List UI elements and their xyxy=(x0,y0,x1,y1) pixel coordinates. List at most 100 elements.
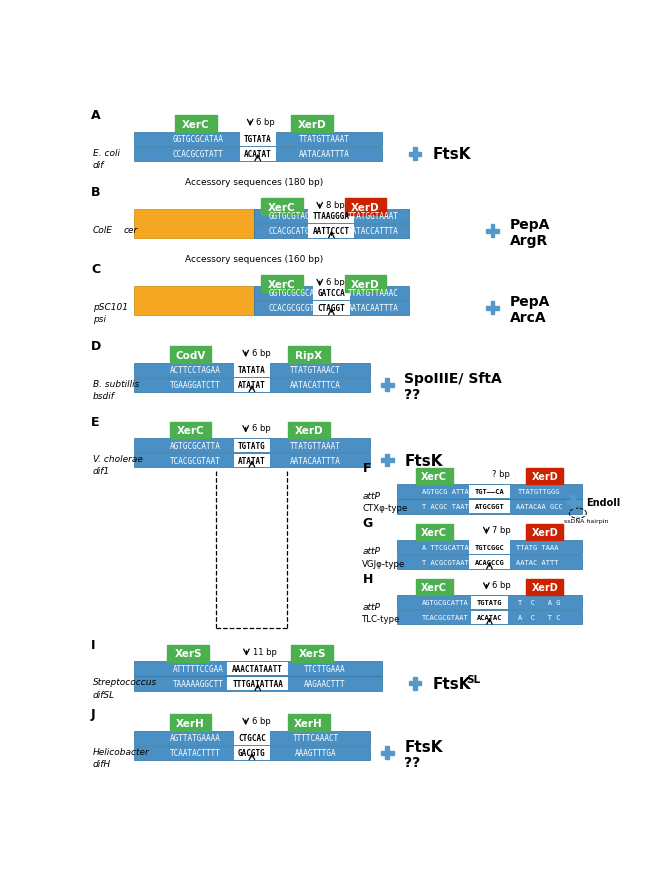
Text: TGTATG: TGTATG xyxy=(238,441,266,450)
Text: XerH: XerH xyxy=(176,718,205,728)
FancyBboxPatch shape xyxy=(239,133,276,146)
Text: XerC: XerC xyxy=(177,425,204,436)
FancyBboxPatch shape xyxy=(486,230,499,233)
FancyBboxPatch shape xyxy=(291,645,334,662)
Text: TGTATG: TGTATG xyxy=(477,600,502,606)
Text: 6 bp: 6 bp xyxy=(492,581,510,589)
Text: XerC: XerC xyxy=(268,203,295,212)
Text: FtsK: FtsK xyxy=(404,453,443,468)
FancyBboxPatch shape xyxy=(491,225,494,238)
FancyBboxPatch shape xyxy=(413,148,417,160)
Text: TATATA: TATATA xyxy=(238,366,266,374)
Text: PepA: PepA xyxy=(510,296,550,309)
Text: GATCCA: GATCCA xyxy=(317,289,346,298)
Text: C: C xyxy=(91,263,100,276)
Text: TTATGGTAAAT: TTATGGTAAAT xyxy=(348,212,399,221)
FancyBboxPatch shape xyxy=(313,287,350,300)
Text: ??: ?? xyxy=(404,388,420,402)
Text: TGTATA: TGTATA xyxy=(244,135,271,144)
Text: dif: dif xyxy=(93,160,104,170)
Text: TGT——CA: TGT——CA xyxy=(475,488,504,495)
Text: TTTTCAAACT: TTTTCAAACT xyxy=(293,733,339,743)
FancyBboxPatch shape xyxy=(398,610,582,624)
FancyBboxPatch shape xyxy=(381,459,394,462)
Text: TTAAGGGA: TTAAGGGA xyxy=(313,212,350,221)
Text: Helicobacter: Helicobacter xyxy=(93,747,149,756)
Text: ACATAC: ACATAC xyxy=(477,615,502,621)
Text: XerS: XerS xyxy=(299,649,326,659)
FancyBboxPatch shape xyxy=(472,596,508,610)
Text: 6 bp: 6 bp xyxy=(252,424,271,432)
FancyBboxPatch shape xyxy=(134,746,370,760)
Text: TTATG TAAA: TTATG TAAA xyxy=(516,545,563,550)
Text: XerH: XerH xyxy=(294,718,323,728)
Text: CCACGCATGTT: CCACGCATGTT xyxy=(269,227,319,236)
FancyBboxPatch shape xyxy=(345,276,386,293)
FancyBboxPatch shape xyxy=(567,500,580,504)
Text: bsdif: bsdif xyxy=(93,391,115,401)
FancyBboxPatch shape xyxy=(169,423,211,438)
FancyBboxPatch shape xyxy=(169,715,211,731)
Text: ACTTCCTAGAA: ACTTCCTAGAA xyxy=(170,366,221,374)
Text: XerD: XerD xyxy=(532,527,558,537)
Text: XerD: XerD xyxy=(532,582,558,593)
Text: CodV: CodV xyxy=(175,350,205,360)
Text: dif1: dif1 xyxy=(93,467,110,476)
FancyBboxPatch shape xyxy=(134,210,254,239)
FancyBboxPatch shape xyxy=(469,555,510,569)
Text: AGTGCGCATTA: AGTGCGCATTA xyxy=(170,441,221,450)
Text: XerC: XerC xyxy=(421,582,447,593)
FancyBboxPatch shape xyxy=(413,677,417,690)
Text: TGAAGGATCTT: TGAAGGATCTT xyxy=(170,381,221,390)
Text: GACGTG: GACGTG xyxy=(238,749,266,758)
FancyBboxPatch shape xyxy=(261,276,303,293)
FancyBboxPatch shape xyxy=(526,524,564,540)
Text: psi: psi xyxy=(93,315,105,324)
Text: TCACGCGTAAT: TCACGCGTAAT xyxy=(422,615,469,621)
FancyBboxPatch shape xyxy=(287,347,329,363)
Text: XerD: XerD xyxy=(532,472,558,481)
FancyBboxPatch shape xyxy=(134,147,382,161)
Text: E. coli: E. coli xyxy=(93,148,119,157)
Text: Accessory sequences (180 bp): Accessory sequences (180 bp) xyxy=(185,178,323,187)
Text: AGTGCG ATTA: AGTGCG ATTA xyxy=(422,488,469,495)
Text: TCACGCGTAAT: TCACGCGTAAT xyxy=(170,456,221,466)
Text: J: J xyxy=(91,708,96,721)
Text: TCAATACTTTT: TCAATACTTTT xyxy=(170,749,221,758)
Text: XerC: XerC xyxy=(268,280,295,289)
FancyBboxPatch shape xyxy=(134,378,370,393)
Text: ? bp: ? bp xyxy=(492,470,510,479)
Text: F: F xyxy=(362,461,371,474)
FancyBboxPatch shape xyxy=(472,611,508,624)
FancyBboxPatch shape xyxy=(254,287,409,301)
FancyBboxPatch shape xyxy=(134,287,254,316)
FancyBboxPatch shape xyxy=(239,148,276,161)
FancyBboxPatch shape xyxy=(234,379,270,392)
Text: AATTCCCT: AATTCCCT xyxy=(313,227,350,236)
Text: GGTGCGCATAA: GGTGCGCATAA xyxy=(173,135,223,144)
FancyBboxPatch shape xyxy=(398,555,582,569)
FancyBboxPatch shape xyxy=(398,485,582,499)
Text: TTATGTTAAAC: TTATGTTAAAC xyxy=(348,289,399,298)
Text: AGTGCGCATTA: AGTGCGCATTA xyxy=(422,600,469,606)
Text: B: B xyxy=(91,186,101,199)
Text: attP: attP xyxy=(362,491,380,501)
FancyBboxPatch shape xyxy=(167,645,209,662)
FancyBboxPatch shape xyxy=(486,306,499,310)
Text: Streptococcus: Streptococcus xyxy=(93,678,157,687)
Text: TTATGTAAACT: TTATGTAAACT xyxy=(290,366,342,374)
Text: RipX: RipX xyxy=(295,350,322,360)
FancyBboxPatch shape xyxy=(526,469,564,485)
Text: T ACGC TAAT: T ACGC TAAT xyxy=(422,504,469,510)
Text: TLC-type: TLC-type xyxy=(362,615,401,624)
FancyBboxPatch shape xyxy=(571,496,575,509)
Text: T  C   A G: T C A G xyxy=(518,600,560,606)
Text: FtsK: FtsK xyxy=(404,739,443,754)
FancyBboxPatch shape xyxy=(381,751,394,755)
Text: AAGAACTTT: AAGAACTTT xyxy=(304,680,346,688)
FancyBboxPatch shape xyxy=(386,746,389,759)
FancyBboxPatch shape xyxy=(175,116,217,132)
Text: 8 bp: 8 bp xyxy=(326,201,345,210)
Text: pSC101: pSC101 xyxy=(93,303,127,311)
Text: AATACCATTTA: AATACCATTTA xyxy=(348,227,399,236)
